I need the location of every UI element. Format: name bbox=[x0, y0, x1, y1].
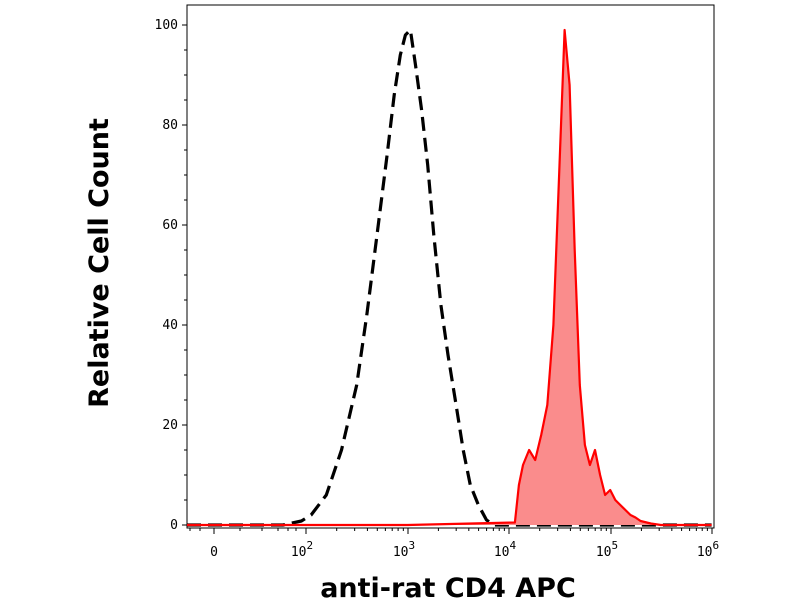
x-tick-exponent: 6 bbox=[713, 539, 720, 552]
x-tick-label: 104 bbox=[494, 539, 517, 560]
x-tick-label: 106 bbox=[697, 539, 719, 560]
y-tick-label: 100 bbox=[155, 18, 178, 33]
plot-frame bbox=[186, 4, 715, 529]
x-tick-base: 10 bbox=[697, 545, 713, 560]
y-axis-label: Relative Cell Count bbox=[84, 118, 115, 408]
x-axis-label: anti-rat CD4 APC bbox=[320, 573, 576, 600]
series-1-line bbox=[187, 28, 712, 527]
y-axis: 0 20 40 60 80 100 bbox=[155, 18, 187, 533]
x-tick-label: 105 bbox=[596, 539, 618, 560]
x-tick-base: 0 bbox=[210, 545, 218, 560]
y-tick-label: 80 bbox=[162, 118, 178, 133]
series-1-fill bbox=[187, 30, 712, 525]
series-layer bbox=[187, 28, 712, 527]
y-tick-label: 60 bbox=[162, 218, 178, 233]
x-tick-label: 0 bbox=[210, 545, 218, 560]
x-tick-exponent: 3 bbox=[409, 539, 416, 552]
x-tick-exponent: 5 bbox=[612, 539, 619, 552]
y-tick-label: 0 bbox=[170, 518, 178, 533]
x-axis: 0 102 103 104 105 106 bbox=[189, 528, 719, 560]
x-tick-exponent: 4 bbox=[510, 539, 517, 552]
x-tick-base: 10 bbox=[393, 545, 409, 560]
x-tick-base: 10 bbox=[596, 545, 612, 560]
x-tick-base: 10 bbox=[494, 545, 510, 560]
x-tick-base: 10 bbox=[291, 545, 307, 560]
y-tick-label: 40 bbox=[162, 318, 178, 333]
x-tick-label: 103 bbox=[393, 539, 415, 560]
x-tick-label: 102 bbox=[291, 539, 313, 560]
series-0-line bbox=[187, 28, 712, 527]
x-tick-exponent: 2 bbox=[307, 539, 314, 552]
y-tick-label: 20 bbox=[162, 418, 178, 433]
